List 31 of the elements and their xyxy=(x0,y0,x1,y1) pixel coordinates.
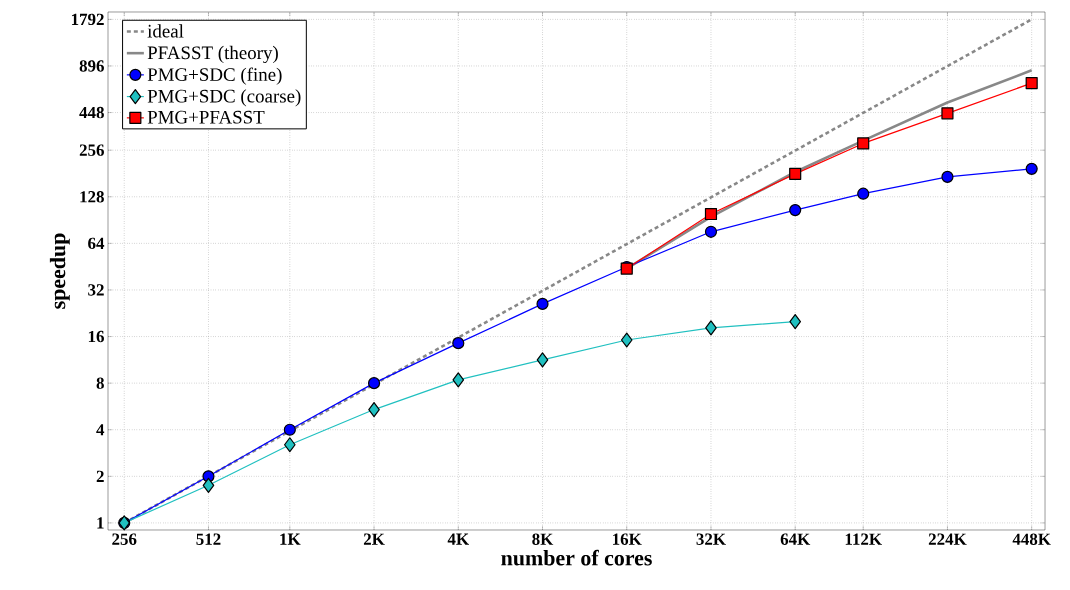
x-tick-label: 256 xyxy=(112,533,137,545)
y-tick-label: 4 xyxy=(96,424,105,436)
y-tick-label: 256 xyxy=(79,144,104,156)
x-tick-label: 4K xyxy=(447,533,469,545)
y-tick-label: 1792 xyxy=(71,13,104,26)
x-tick-label: 112K xyxy=(845,533,882,545)
x-axis-title: number of cores xyxy=(501,549,652,566)
legend-label: PMG+PFASST xyxy=(147,110,265,124)
x-tick-label: 512 xyxy=(196,533,221,545)
y-tick-label: 896 xyxy=(79,60,104,72)
x-tick-label: 64K xyxy=(780,533,811,545)
y-tick-label: 16 xyxy=(88,330,104,343)
x-tick-label: 2K xyxy=(363,533,385,545)
y-tick-label: 64 xyxy=(88,237,105,250)
legend-label: PMG+SDC (fine) xyxy=(147,67,282,85)
y-tick-label: 2 xyxy=(96,470,104,482)
x-tick-label: 32K xyxy=(696,533,726,545)
legend-label: ideal xyxy=(147,24,184,38)
legend-label: PFASST (theory) xyxy=(147,45,278,64)
x-tick-label: 224K xyxy=(928,533,967,545)
y-tick-label: 448 xyxy=(79,106,104,119)
x-tick-label: 1K xyxy=(280,533,301,545)
y-tick-label: 128 xyxy=(80,191,104,203)
legend-label: PMG+SDC (coarse) xyxy=(147,89,301,107)
y-axis-title: speedup xyxy=(49,233,70,309)
x-tick-label: 8K xyxy=(532,533,554,545)
y-tick-label: 8 xyxy=(96,377,104,389)
x-tick-label: 16K xyxy=(613,533,642,545)
x-tick-label: 448K xyxy=(1012,533,1051,545)
y-tick-label: 1 xyxy=(97,517,104,529)
y-tick-label: 32 xyxy=(88,284,104,296)
